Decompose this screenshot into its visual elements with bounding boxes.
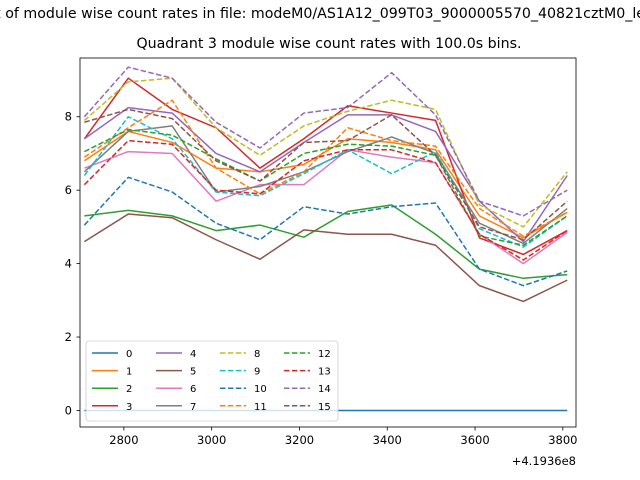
series-line-10: [83, 176, 568, 287]
y-tick-label: 0: [65, 403, 72, 417]
series-line-13: [83, 139, 568, 261]
series-line-9: [83, 116, 568, 248]
series-line-14: [83, 66, 568, 217]
legend-label-5: 5: [190, 367, 196, 378]
series-line-2: [84, 204, 568, 280]
series-line-1: [83, 130, 568, 239]
series-line-11: [83, 99, 568, 237]
legend-label-6: 6: [190, 384, 196, 395]
figure-suptitle: Plot of module wise count rates in file:…: [0, 6, 640, 22]
legend-label-2: 2: [126, 384, 132, 395]
legend-label-10: 10: [254, 384, 267, 395]
legend-label-11: 11: [254, 402, 267, 413]
legend-label-1: 1: [126, 367, 132, 378]
legend-label-13: 13: [318, 367, 331, 378]
x-tick-label: 2800: [109, 433, 138, 447]
legend-label-0: 0: [126, 349, 132, 360]
x-tick-label: 3400: [373, 433, 402, 447]
legend-label-12: 12: [318, 349, 331, 360]
y-tick-label: 8: [65, 110, 72, 124]
series-line-5: [83, 213, 568, 303]
legend-label-14: 14: [318, 384, 331, 395]
y-tick-label: 2: [65, 330, 72, 344]
x-tick-label: 3800: [548, 433, 577, 447]
chart-title: Quadrant 3 module wise count rates with …: [136, 36, 522, 52]
legend-label-8: 8: [254, 349, 260, 360]
y-tick-label: 6: [65, 183, 72, 197]
series-line-6: [84, 149, 568, 265]
legend-label-15: 15: [318, 402, 331, 413]
x-tick-label: 3000: [197, 433, 226, 447]
x-tick-label: 3600: [460, 433, 489, 447]
y-tick-label: 4: [65, 257, 72, 271]
axes-layer: 2800 3000 3200 3400 3600 3800 +4.1936e8 0 2 4 6 8: [65, 57, 577, 468]
legend-label-3: 3: [126, 402, 132, 413]
axes-frame: [79, 57, 577, 428]
x-offset-label: +4.1936e8: [512, 454, 576, 468]
legend-label-9: 9: [254, 367, 260, 378]
legend-label-4: 4: [190, 349, 196, 360]
series-layer: [83, 66, 568, 412]
x-tick-label: 3200: [285, 433, 314, 447]
series-line-12: [84, 128, 568, 246]
series-line-15: [84, 108, 568, 241]
legend-box: [85, 340, 339, 422]
series-line-8: [83, 77, 568, 228]
legend-label-7: 7: [190, 402, 196, 413]
